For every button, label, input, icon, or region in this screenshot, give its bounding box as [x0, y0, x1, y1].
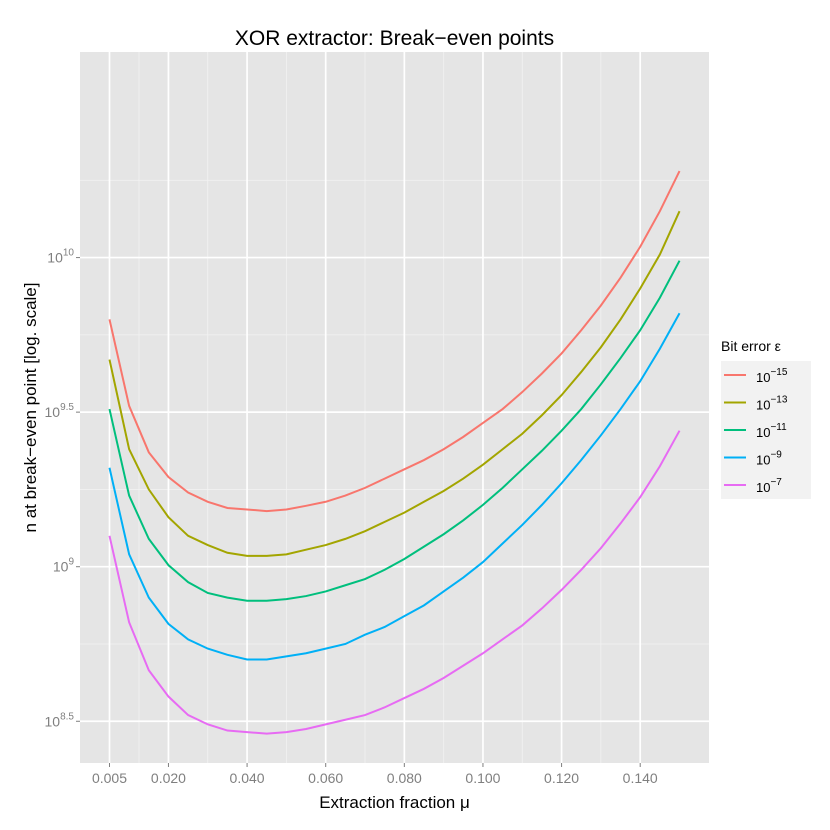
x-tick-label: 0.060	[308, 770, 343, 786]
y-tick-label: 109	[53, 557, 75, 575]
series-line-1	[108, 210, 681, 557]
legend-label-0: 10−15	[756, 367, 788, 385]
chart-title: XOR extractor: Break−even points	[235, 27, 554, 50]
legend-title: Bit error ε	[721, 338, 781, 354]
major-gridlines	[80, 52, 709, 763]
series-line-0	[108, 170, 681, 513]
y-axis-ticks: 108.5 109 109.5 1010	[45, 248, 80, 729]
x-axis-title: Extraction fraction μ	[319, 793, 470, 812]
x-tick-label: 0.040	[230, 770, 265, 786]
x-tick-label: 0.100	[465, 770, 500, 786]
x-tick-label: 0.120	[544, 770, 579, 786]
y-tick-label: 1010	[47, 248, 74, 266]
series-lines	[108, 170, 681, 735]
series-line-2	[108, 260, 681, 602]
legend-label-4: 10−7	[756, 477, 782, 495]
minor-gridlines	[80, 52, 709, 763]
y-tick-label: 109.5	[45, 402, 75, 420]
legend: 10−15 10−13 10−11 10−9 10−7	[721, 361, 811, 499]
x-tick-label: 0.140	[623, 770, 658, 786]
legend-label-3: 10−9	[756, 450, 782, 468]
y-axis-title: n at break−even point [log. scale]	[21, 283, 40, 533]
x-axis-ticks: 0.005 0.020 0.040 0.060 0.080 0.100 0.120 0.140	[92, 763, 658, 786]
series-line-4	[108, 430, 681, 735]
x-tick-label: 0.005	[92, 770, 127, 786]
series-line-3	[108, 312, 681, 661]
legend-label-1: 10−13	[756, 395, 788, 413]
plot-panel	[80, 52, 709, 763]
x-tick-label: 0.020	[151, 770, 186, 786]
legend-label-2: 10−11	[756, 422, 787, 440]
y-tick-label: 108.5	[45, 711, 75, 729]
x-tick-label: 0.080	[387, 770, 422, 786]
